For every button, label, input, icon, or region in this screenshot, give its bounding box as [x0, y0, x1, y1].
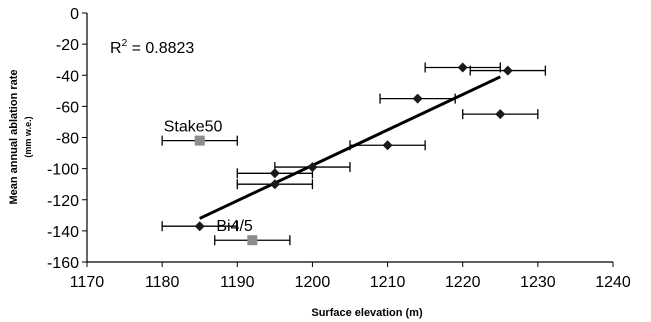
data-point	[194, 221, 205, 232]
y-axis-unit: (mm w.e.)	[23, 116, 33, 157]
y-tick-label: -60	[56, 99, 79, 116]
y-tick-label: -160	[47, 255, 79, 272]
r-squared-annotation: R2 = 0.8823	[110, 38, 194, 57]
x-tick-label: 1230	[520, 274, 556, 291]
data-point	[307, 162, 318, 173]
data-point	[194, 135, 205, 146]
x-tick-label: 1170	[70, 274, 105, 291]
y-tick-label: -40	[56, 68, 79, 85]
point-label: Stake50	[164, 119, 223, 136]
data-point	[382, 140, 393, 151]
data-point	[412, 93, 423, 104]
x-axis-title: Surface elevation (m)	[311, 307, 423, 319]
data-point	[247, 235, 258, 246]
y-tick-label: -120	[47, 193, 79, 210]
x-tick-label: 1220	[445, 274, 481, 291]
point-label: Bi4/5	[216, 218, 253, 235]
x-tick-label: 1180	[145, 274, 180, 291]
data-point	[269, 168, 280, 179]
x-tick-label: 1210	[370, 274, 406, 291]
data-point	[495, 109, 506, 120]
y-tick-label: -100	[47, 162, 79, 179]
y-axis-title: Mean annual ablation rate	[8, 69, 20, 204]
y-tick-label: -80	[56, 131, 79, 148]
trendline	[199, 75, 501, 220]
data-point	[457, 62, 468, 73]
y-tick-label: -20	[56, 37, 79, 54]
x-tick-label: 1190	[220, 274, 255, 291]
y-tick-label: 0	[70, 6, 79, 23]
y-tick-label: -140	[47, 224, 79, 241]
data-point	[269, 179, 280, 190]
data-point	[502, 65, 513, 76]
x-tick-label: 1200	[295, 274, 331, 291]
x-tick-label: 1240	[595, 274, 631, 291]
